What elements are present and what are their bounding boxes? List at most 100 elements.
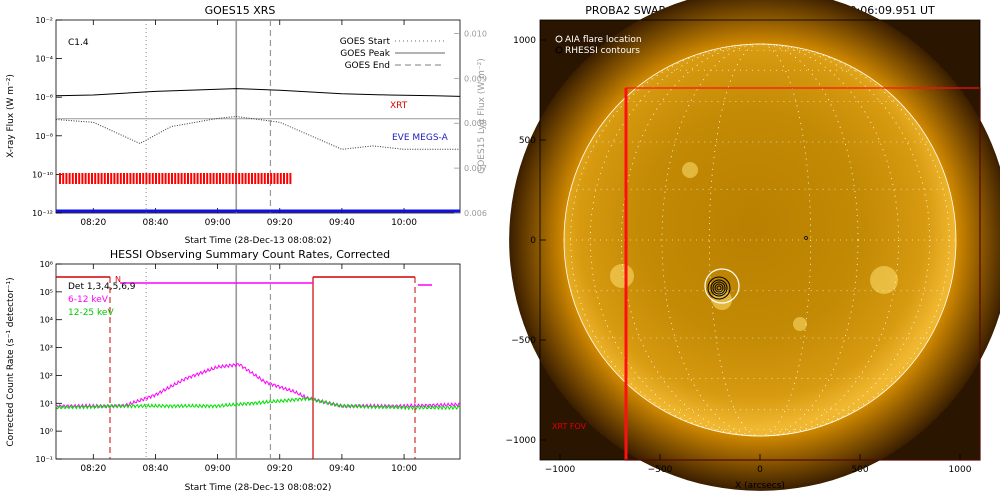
swap-x-tick-label: −500 xyxy=(648,465,673,475)
xrt-observation-tick xyxy=(228,173,231,184)
goes-y2-tick-label: 0.008 xyxy=(464,119,487,128)
goes-y2-tick-label: 0.009 xyxy=(464,74,487,83)
xrt-observation-tick xyxy=(155,173,157,184)
xrt-observation-tick xyxy=(231,173,234,184)
xrt-observation-tick xyxy=(235,173,237,184)
eve-series-label: EVE MEGS-A xyxy=(392,133,449,143)
rhessi-contour xyxy=(712,281,726,295)
hessi-x-tick-label: 08:20 xyxy=(80,464,106,474)
legend-rhessi-marker xyxy=(555,46,563,54)
xrt-observation-tick xyxy=(283,173,285,184)
goes-plot-frame xyxy=(55,19,461,214)
goes-y2-tick-label: 0.006 xyxy=(464,209,487,218)
xrt-observation-tick xyxy=(209,173,212,184)
hessi-plot-frame xyxy=(55,263,461,460)
xrt-observation-tick xyxy=(87,173,90,184)
goes-x-axis-label: Start Time (28-Dec-13 08:08:02) xyxy=(185,236,332,246)
xrt-observation-tick xyxy=(247,173,250,184)
grid-longitude-line xyxy=(570,43,950,437)
xrt-observation-tick xyxy=(94,173,97,184)
xrt-observation-tick xyxy=(215,173,218,184)
xrt-observation-tick xyxy=(158,173,161,184)
xrt-observation-tick xyxy=(273,173,276,184)
xrt-observation-tick xyxy=(107,173,109,184)
legend-goes-start: GOES Start xyxy=(340,37,391,47)
goes-y-tick-label: 10⁻⁸ xyxy=(35,132,53,141)
goes-title: GOES15 XRS xyxy=(205,4,276,17)
goes-y-tick-label: 10⁻¹⁰ xyxy=(32,170,53,179)
xrt-observation-bars xyxy=(59,173,292,184)
rhessi-contour xyxy=(714,283,724,293)
xrt-observation-tick xyxy=(183,173,186,184)
hessi-x-tick-label: 09:40 xyxy=(329,464,355,474)
xrt-observation-tick xyxy=(167,173,170,184)
xrt-observation-tick xyxy=(241,173,244,184)
xrt-observation-tick xyxy=(263,173,266,184)
xrt-observation-tick xyxy=(286,173,289,184)
legend-goes-peak: GOES Peak xyxy=(340,49,390,59)
hessi-x-tick-label: 09:00 xyxy=(205,464,231,474)
xrt-observation-tick xyxy=(267,173,269,184)
hessi-x-axis-label: Start Time (28-Dec-13 08:08:02) xyxy=(185,483,332,493)
goes-y2-tick-label: 0.010 xyxy=(464,29,487,38)
hessi-y-tick-label: 10⁻¹ xyxy=(35,455,53,464)
goes-y2-axis-label: GOES15 Lyα Flux (W m⁻²) xyxy=(477,58,487,174)
goes-short-channel-line xyxy=(55,115,460,150)
xrt-observation-tick xyxy=(113,173,116,184)
xrt-observation-tick xyxy=(276,173,279,184)
xrt-observation-tick xyxy=(100,173,103,184)
xrt-observation-tick xyxy=(110,173,113,184)
swap-y-tick-label: 1000 xyxy=(513,36,536,46)
legend-aia-flare-location: AIA flare location xyxy=(565,35,642,45)
solar-disk xyxy=(564,44,956,436)
xrt-series-label: XRT xyxy=(390,101,408,111)
xrt-observation-tick xyxy=(129,173,132,184)
hessi-6-12kev-line xyxy=(55,363,461,409)
legend-aia-marker xyxy=(555,35,563,43)
xrt-observation-tick xyxy=(142,173,145,184)
xrt-observation-tick xyxy=(65,173,68,184)
active-region xyxy=(682,162,698,178)
xrt-observation-tick xyxy=(177,173,180,184)
xrt-observation-tick xyxy=(119,173,122,184)
hessi-legend-6-12kev: 6-12 keV xyxy=(68,295,109,305)
xrt-observation-tick xyxy=(164,173,167,184)
active-region xyxy=(870,266,898,294)
hessi-y-tick-label: 10³ xyxy=(40,344,53,353)
legend-goes-end: GOES End xyxy=(345,61,390,71)
swap-x-tick-label: 0 xyxy=(757,465,763,475)
xrt-observation-tick xyxy=(244,173,247,184)
swap-y-tick-label: −500 xyxy=(511,336,536,346)
xrt-observation-tick xyxy=(135,173,138,184)
xrt-observation-tick xyxy=(103,173,106,184)
active-region xyxy=(793,317,807,331)
xrt-observation-tick xyxy=(161,173,164,184)
xrt-observation-tick xyxy=(193,173,196,184)
goes-y-tick-label: 10⁻⁶ xyxy=(35,93,53,102)
xrt-observation-tick xyxy=(123,173,125,184)
xrt-observation-tick xyxy=(190,173,193,184)
goes-y2-tick-label: 0.007 xyxy=(464,164,487,173)
xrt-observation-tick xyxy=(238,173,241,184)
xrt-observation-tick xyxy=(78,173,81,184)
xrt-observation-tick xyxy=(145,173,148,184)
rhessi-contour xyxy=(716,285,722,291)
rhessi-small-contour xyxy=(804,236,808,240)
xrt-observation-tick xyxy=(171,173,173,184)
goes-y-tick-label: 10⁻¹² xyxy=(32,209,53,218)
swap-y-tick-label: −1000 xyxy=(506,436,537,446)
goes-x-tick-label: 08:20 xyxy=(80,218,106,228)
hessi-legend-12-25kev: 12-25 keV xyxy=(68,308,114,318)
aia-flare-location-marker xyxy=(704,268,740,304)
xrt-observation-tick xyxy=(270,173,273,184)
hessi-y-tick-label: 10⁰ xyxy=(40,427,53,436)
swap-x-tick-label: 1000 xyxy=(949,465,972,475)
goes-x-tick-label: 08:40 xyxy=(142,218,168,228)
goes-y-axis-label: X-ray Flux (W m⁻²) xyxy=(6,74,16,158)
xrt-observation-tick xyxy=(174,173,177,184)
hessi-y-tick-label: 10¹ xyxy=(40,399,53,408)
hessi-x-tick-label: 10:00 xyxy=(391,464,417,474)
xrt-observation-tick xyxy=(62,173,65,184)
swap-panel: PROBA2 SWAP CMOS 1Kx1K 174 28-Dec-2013 0… xyxy=(506,0,1000,491)
goes-x-tick-label: 09:00 xyxy=(205,218,231,228)
